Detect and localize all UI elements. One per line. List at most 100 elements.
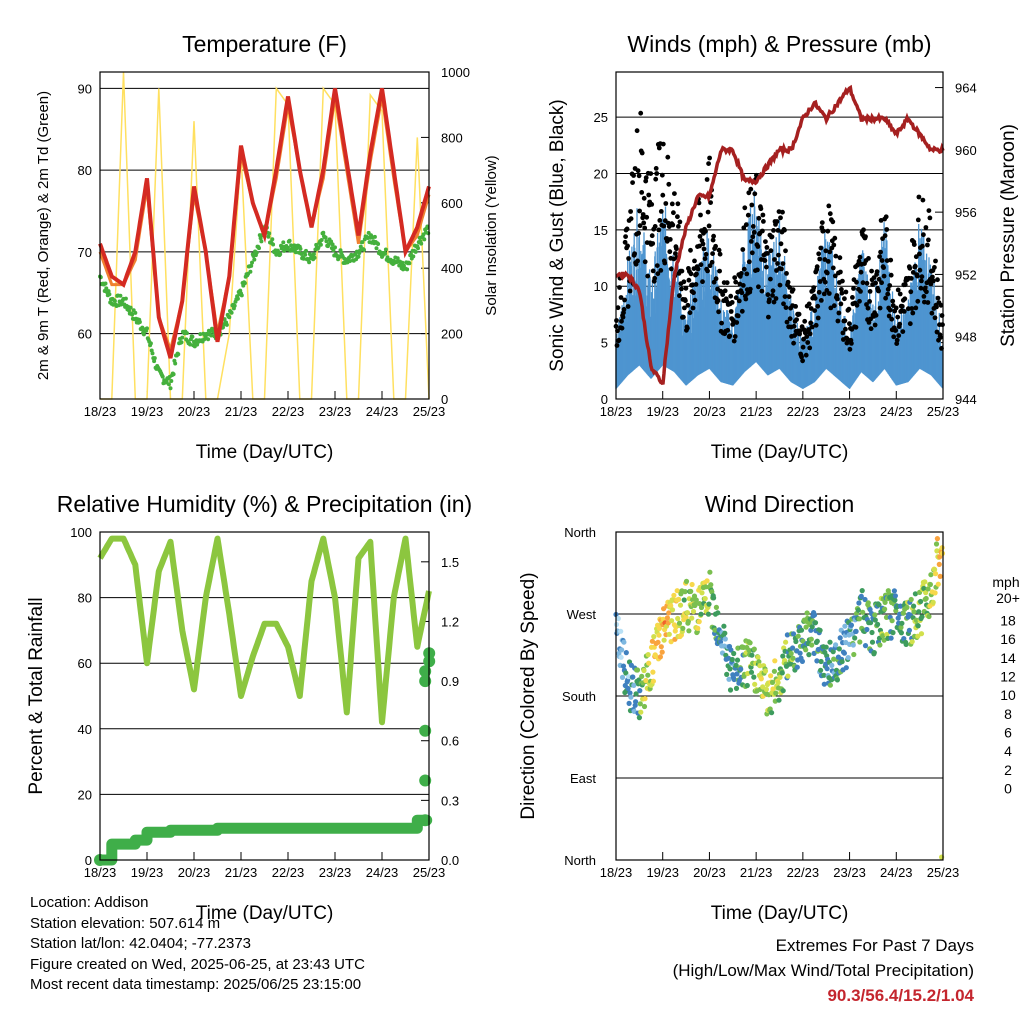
y-tick-label-right: 964 [955,81,977,96]
direction-point [918,631,925,637]
gust-point [642,259,648,265]
direction-point [619,647,625,653]
direction-point [771,668,778,674]
dewpoint-point [227,315,232,320]
dewpoint-point [304,248,308,253]
gust-point [824,270,830,276]
gust-point [897,291,903,297]
direction-point [815,646,821,653]
direction-point [726,676,732,682]
dewpoint-point [248,269,253,274]
direction-point [628,694,634,700]
gust-point [681,314,686,320]
direction-point [707,569,713,575]
direction-point [733,662,739,668]
gust-point [786,294,792,300]
gust-point [671,210,676,216]
direction-point [638,709,644,715]
gust-point [807,331,813,337]
direction-point [869,639,876,645]
dewpoint-point [130,312,135,317]
gust-point [760,228,765,234]
direction-point [808,636,814,642]
gust-point [885,286,891,292]
gust-point [687,310,693,316]
x-tick-label: 24/23 [880,865,913,880]
y-axis-label: Percent & Total Rainfall [26,597,47,794]
x-tick-label: 21/23 [225,865,258,880]
direction-point [859,588,865,594]
gust-point [740,283,746,288]
dewpoint-point [330,242,335,247]
gust-point [782,227,787,233]
dewpoint-point [171,372,176,377]
gust-point [696,200,702,206]
direction-point [795,633,801,639]
direction-point [800,638,806,644]
gust-point [765,251,770,256]
gust-point [877,305,883,311]
direction-point [656,625,663,632]
gust-point [873,280,878,286]
gust-point [746,259,752,265]
direction-point [790,645,796,651]
gust-point [900,329,906,334]
y-tick-label: 60 [78,656,92,671]
gust-point [666,181,672,187]
direction-point [788,650,794,657]
dewpoint-point [298,246,303,251]
direction-point [666,631,672,637]
gust-point [631,173,636,178]
gust-point [733,295,739,301]
gust-point [830,265,836,271]
colorbar-label: 0 [1004,781,1012,797]
gust-point [902,296,908,302]
gust-point [755,267,760,273]
gust-point [639,150,645,156]
direction-point [834,677,841,683]
dewpoint-point [179,340,184,345]
gust-point [632,251,637,257]
direction-point [696,619,702,625]
y-tick-label-right: 956 [955,205,977,220]
gust-point [920,243,925,249]
direction-point [630,674,636,680]
direction-point [868,620,874,626]
direction-point [733,685,740,692]
gust-point [630,180,635,186]
direction-point [923,590,929,596]
gust-point [620,314,626,320]
gust-point [804,334,810,339]
direction-point [668,639,674,645]
y-tick-label-right: 952 [955,267,977,282]
precip-point [419,774,432,787]
gust-point [658,209,664,214]
direction-point [827,682,834,688]
gust-point [622,297,627,303]
gust-point [800,358,805,364]
gust-point [750,224,756,229]
x-tick-label: 19/23 [646,404,679,419]
gust-point [745,212,751,218]
gust-point [670,222,676,228]
gust-point [667,237,673,242]
direction-point [818,658,824,665]
gust-point [812,308,818,313]
dewpoint-point [252,257,257,262]
y-tick-label: North [564,525,596,540]
direction-point [651,634,657,640]
direction-point [738,666,744,672]
gust-point [926,237,931,243]
gust-point [867,299,872,304]
gust-point [881,273,887,279]
gust-point [914,273,920,279]
direction-point [699,590,705,596]
gust-point [854,302,860,308]
gust-point [677,293,682,299]
direction-point [926,613,932,620]
gust-point [679,286,684,292]
gust-point [891,334,897,340]
direction-point [889,618,895,624]
dewpoint-point [104,286,109,291]
colorbar-label: 14 [1000,650,1016,666]
